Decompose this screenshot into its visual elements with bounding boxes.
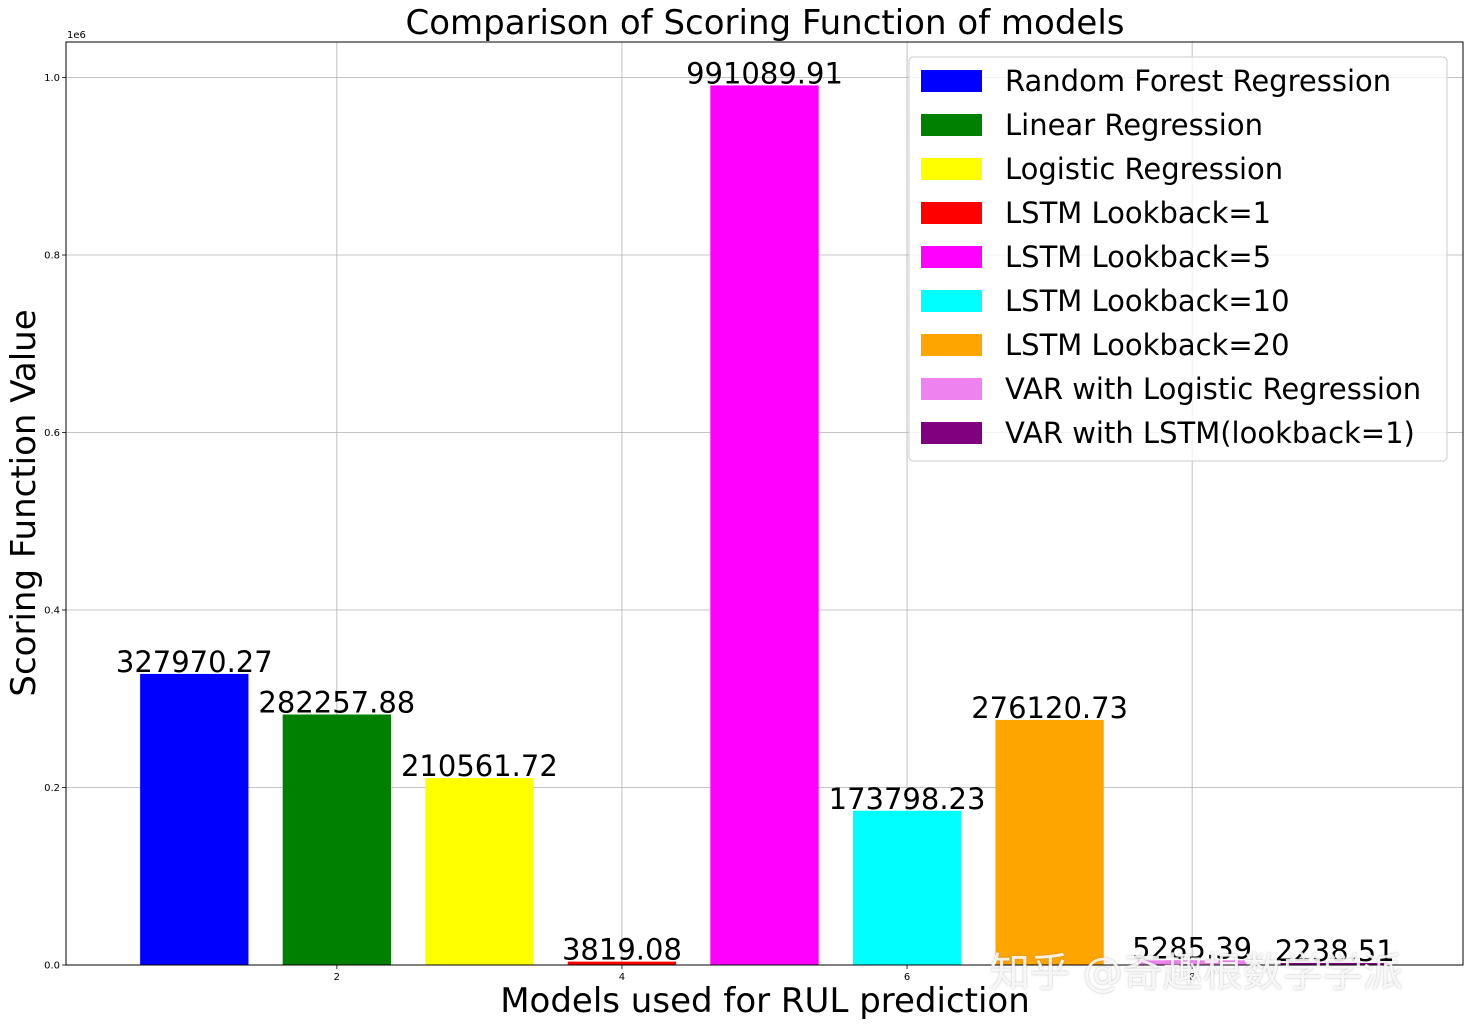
bar-value-label: 282257.88: [258, 685, 415, 719]
legend-entry-label: Random Forest Regression: [1005, 64, 1391, 98]
bar: [425, 778, 534, 965]
legend-entry-label: Logistic Regression: [1005, 152, 1283, 186]
legend-swatch: [921, 114, 982, 136]
bar-value-label: 2238.51: [1275, 934, 1395, 968]
legend-swatch: [921, 290, 982, 312]
y-tick-label: 1.0: [44, 73, 60, 84]
legend-swatch: [921, 422, 982, 444]
y-axis-offset-label: 1e6: [67, 30, 86, 41]
y-tick-label: 0.4: [44, 606, 60, 617]
value-labels: 327970.27 282257.88 210561.72 3819.08 991089…: [116, 56, 1395, 968]
x-tick-label: 6: [904, 972, 910, 983]
y-tick-label: 0.2: [44, 783, 60, 794]
legend-swatch: [921, 158, 982, 180]
legend-swatch: [921, 246, 982, 268]
bar-value-label: 991089.91: [686, 56, 843, 90]
bar: [852, 810, 962, 965]
bar-value-label: 3819.08: [562, 933, 682, 967]
bar: [567, 961, 677, 965]
bar-value-label: 327970.27: [116, 645, 273, 679]
legend-entry-label: LSTM Lookback=10: [1005, 284, 1290, 318]
y-tick-label: 0.6: [44, 428, 60, 439]
bar: [140, 673, 249, 965]
x-tick-label: 4: [619, 972, 625, 983]
bar-value-label: 5285.39: [1132, 931, 1252, 965]
legend-entry-label: VAR with LSTM(lookback=1): [1005, 416, 1415, 450]
legend-entry-label: Linear Regression: [1005, 108, 1263, 142]
bar-series: [140, 85, 1389, 965]
legend[interactable]: Random Forest Regression Linear Regressio…: [908, 56, 1448, 462]
y-tick-label: 0.0: [44, 961, 60, 972]
x-axis-label: Models used for RUL prediction: [500, 981, 1030, 1021]
legend-swatch: [921, 202, 982, 224]
legend-swatch: [921, 334, 982, 356]
legend-swatch: [921, 70, 982, 92]
legend-entry-label: LSTM Lookback=5: [1005, 240, 1271, 274]
x-tick-label: 2: [334, 972, 340, 983]
bar: [282, 714, 392, 965]
x-tick-label: 8: [1189, 972, 1195, 983]
legend-entry-label: LSTM Lookback=20: [1005, 328, 1290, 362]
chart-title: Comparison of Scoring Function of models: [406, 3, 1125, 43]
legend-entry-label: VAR with Logistic Regression: [1005, 372, 1421, 406]
axis-ticks: 2 4 6 8 0.0 0.2 0.4 0.6 0.8 1.0: [44, 73, 1195, 983]
y-tick-label: 0.8: [44, 251, 60, 262]
bar: [1137, 960, 1247, 965]
bar: [710, 85, 819, 965]
y-axis-label: Scoring Function Value: [4, 309, 44, 696]
bar-value-label: 210561.72: [401, 749, 558, 783]
bar: [1280, 963, 1389, 965]
bar: [995, 719, 1104, 965]
bar-value-label: 173798.23: [829, 782, 986, 816]
plot-frame: [65, 41, 1464, 966]
legend-box: [908, 56, 1448, 462]
bar-value-label: 276120.73: [971, 691, 1128, 725]
legend-entry-label: LSTM Lookback=1: [1005, 196, 1271, 230]
legend-swatch: [921, 378, 982, 400]
